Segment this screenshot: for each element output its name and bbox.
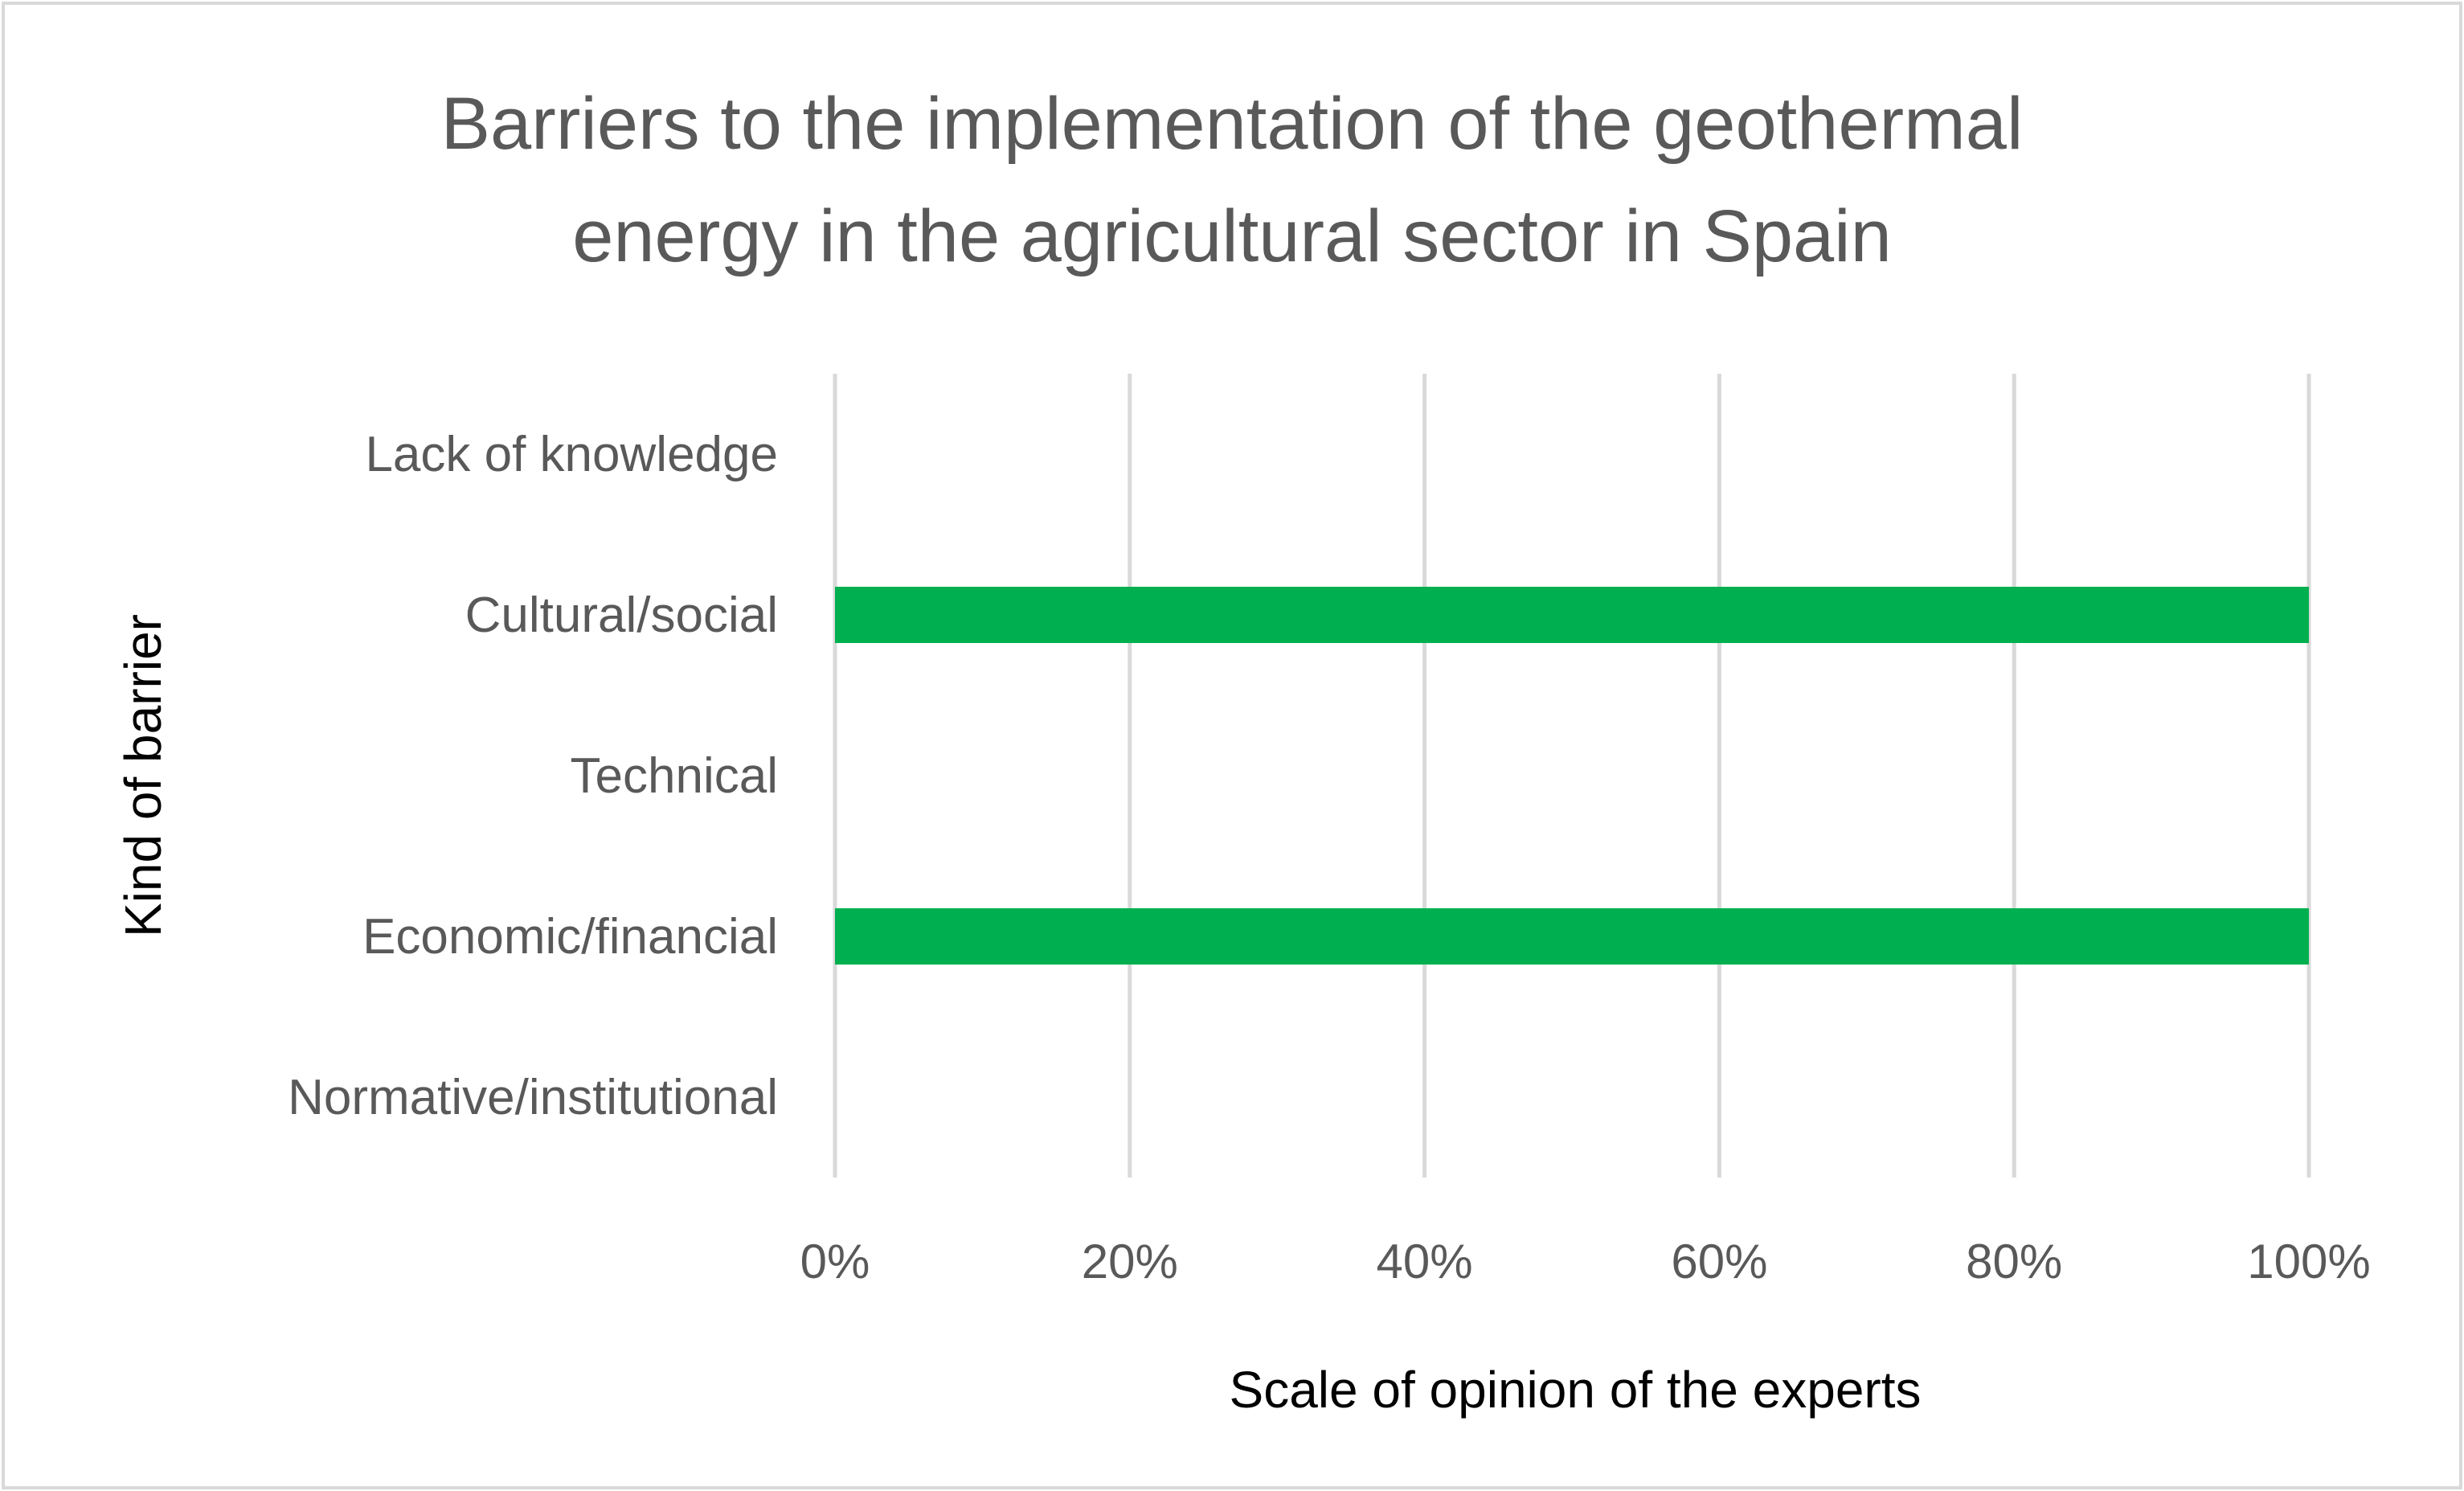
y-axis-title: Kind of barrier	[114, 614, 172, 937]
chart-title-line-1: Barriers to the implementation of the ge…	[441, 83, 2024, 165]
category-label: Lack of knowledge	[365, 427, 778, 482]
category-label: Technical	[571, 748, 778, 804]
x-axis-title: Scale of opinion of the experts	[1230, 1361, 1922, 1419]
x-tick-label: 40%	[1377, 1235, 1473, 1288]
x-tick-labels: 0% 20% 40% 60% 80% 100%	[800, 1235, 2371, 1288]
x-tick-label: 100%	[2247, 1235, 2370, 1288]
x-tick-label: 60%	[1671, 1235, 1767, 1288]
chart-title-line-2: energy in the agricultural sector in Spa…	[572, 195, 1892, 277]
gridlines	[833, 374, 2311, 1178]
category-label: Cultural/social	[465, 588, 778, 643]
bar	[835, 587, 2309, 643]
bars	[835, 587, 2309, 965]
category-label: Normative/institutional	[288, 1070, 778, 1125]
x-tick-label: 80%	[1966, 1235, 2062, 1288]
x-tick-label: 20%	[1082, 1235, 1178, 1288]
category-labels: Lack of knowledge Cultural/social Technica…	[288, 427, 778, 1125]
x-tick-label: 0%	[800, 1235, 870, 1288]
category-label: Economic/financial	[362, 909, 778, 965]
bar	[835, 908, 2309, 965]
